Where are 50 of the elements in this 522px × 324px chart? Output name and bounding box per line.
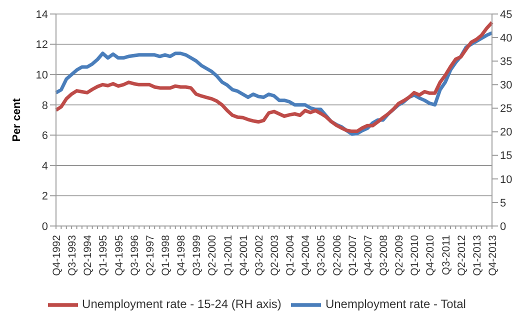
x-tick-label: Q3-2011 (440, 234, 452, 276)
x-tick-label: Q4-2010 (424, 234, 437, 276)
x-tick-label: Q1-2010 (409, 234, 422, 276)
x-tick-label: Q1-2007 (346, 234, 359, 276)
y2-tick-label: 35 (500, 56, 512, 68)
x-tick-label: Q3-1999 (191, 234, 204, 276)
x-tick-label: Q3-2008 (378, 234, 390, 276)
y-tick-label: 8 (42, 100, 48, 112)
y-tick-label: 4 (42, 160, 48, 172)
x-tick-label: Q2-2006 (331, 234, 344, 276)
x-tick-label: Q2-2012 (456, 234, 468, 276)
x-tick-label: Q1-1998 (160, 234, 172, 276)
x-tick-label: Q1-2001 (222, 234, 234, 276)
y2-tick-label: 30 (500, 80, 512, 92)
x-tick-label: Q1-2004 (284, 234, 297, 276)
x-tick-label: Q2-2009 (394, 234, 406, 276)
y-axis-title: Per cent (10, 98, 23, 142)
y2-tick-label: 25 (500, 103, 512, 116)
x-tick-label: Q4-1995 (113, 234, 126, 276)
y2-tick-label: 10 (500, 174, 512, 186)
x-tick-label: Q4-1992 (51, 234, 63, 276)
y2-tick-label: 45 (500, 8, 512, 21)
x-tick-label: Q3-2005 (316, 234, 328, 276)
y-tick-label: 10 (36, 69, 48, 82)
x-tick-label: Q1-2013 (471, 234, 484, 276)
y2-tick-label: 15 (500, 150, 512, 162)
x-tick-label: Q4-2004 (300, 234, 312, 276)
y-tick-label: 0 (42, 220, 48, 233)
x-tick-label: Q2-2000 (206, 234, 219, 276)
y2-tick-label: 0 (500, 220, 506, 233)
x-tick-label: Q2-2003 (269, 234, 281, 276)
x-tick-label: Q4-2001 (238, 234, 250, 276)
y-tick-label: 14 (36, 8, 48, 21)
x-tick-label: Q4-2013 (487, 234, 499, 276)
y2-tick-label: 20 (500, 126, 512, 139)
x-tick-label: Q3-2002 (253, 234, 266, 276)
x-tick-label: Q2-1997 (144, 234, 156, 276)
y2-tick-label: 5 (500, 197, 506, 210)
x-tick-label: Q3-1993 (66, 234, 79, 276)
legend-label: Unemployment rate - 15-24 (RH axis) (82, 297, 282, 312)
x-tick-label: Q2-1994 (82, 234, 94, 276)
x-tick-label: Q4-2007 (362, 234, 374, 276)
x-tick-label: Q3-1996 (128, 234, 141, 276)
y2-tick-label: 40 (500, 32, 512, 44)
legend-label: Unemployment rate - Total (325, 297, 466, 312)
x-tick-label: Q4-1998 (176, 234, 188, 276)
y-tick-label: 2 (42, 190, 48, 203)
y-tick-label: 12 (36, 39, 48, 52)
y-tick-label: 6 (42, 130, 48, 142)
x-tick-label: Q1-1995 (98, 234, 110, 276)
